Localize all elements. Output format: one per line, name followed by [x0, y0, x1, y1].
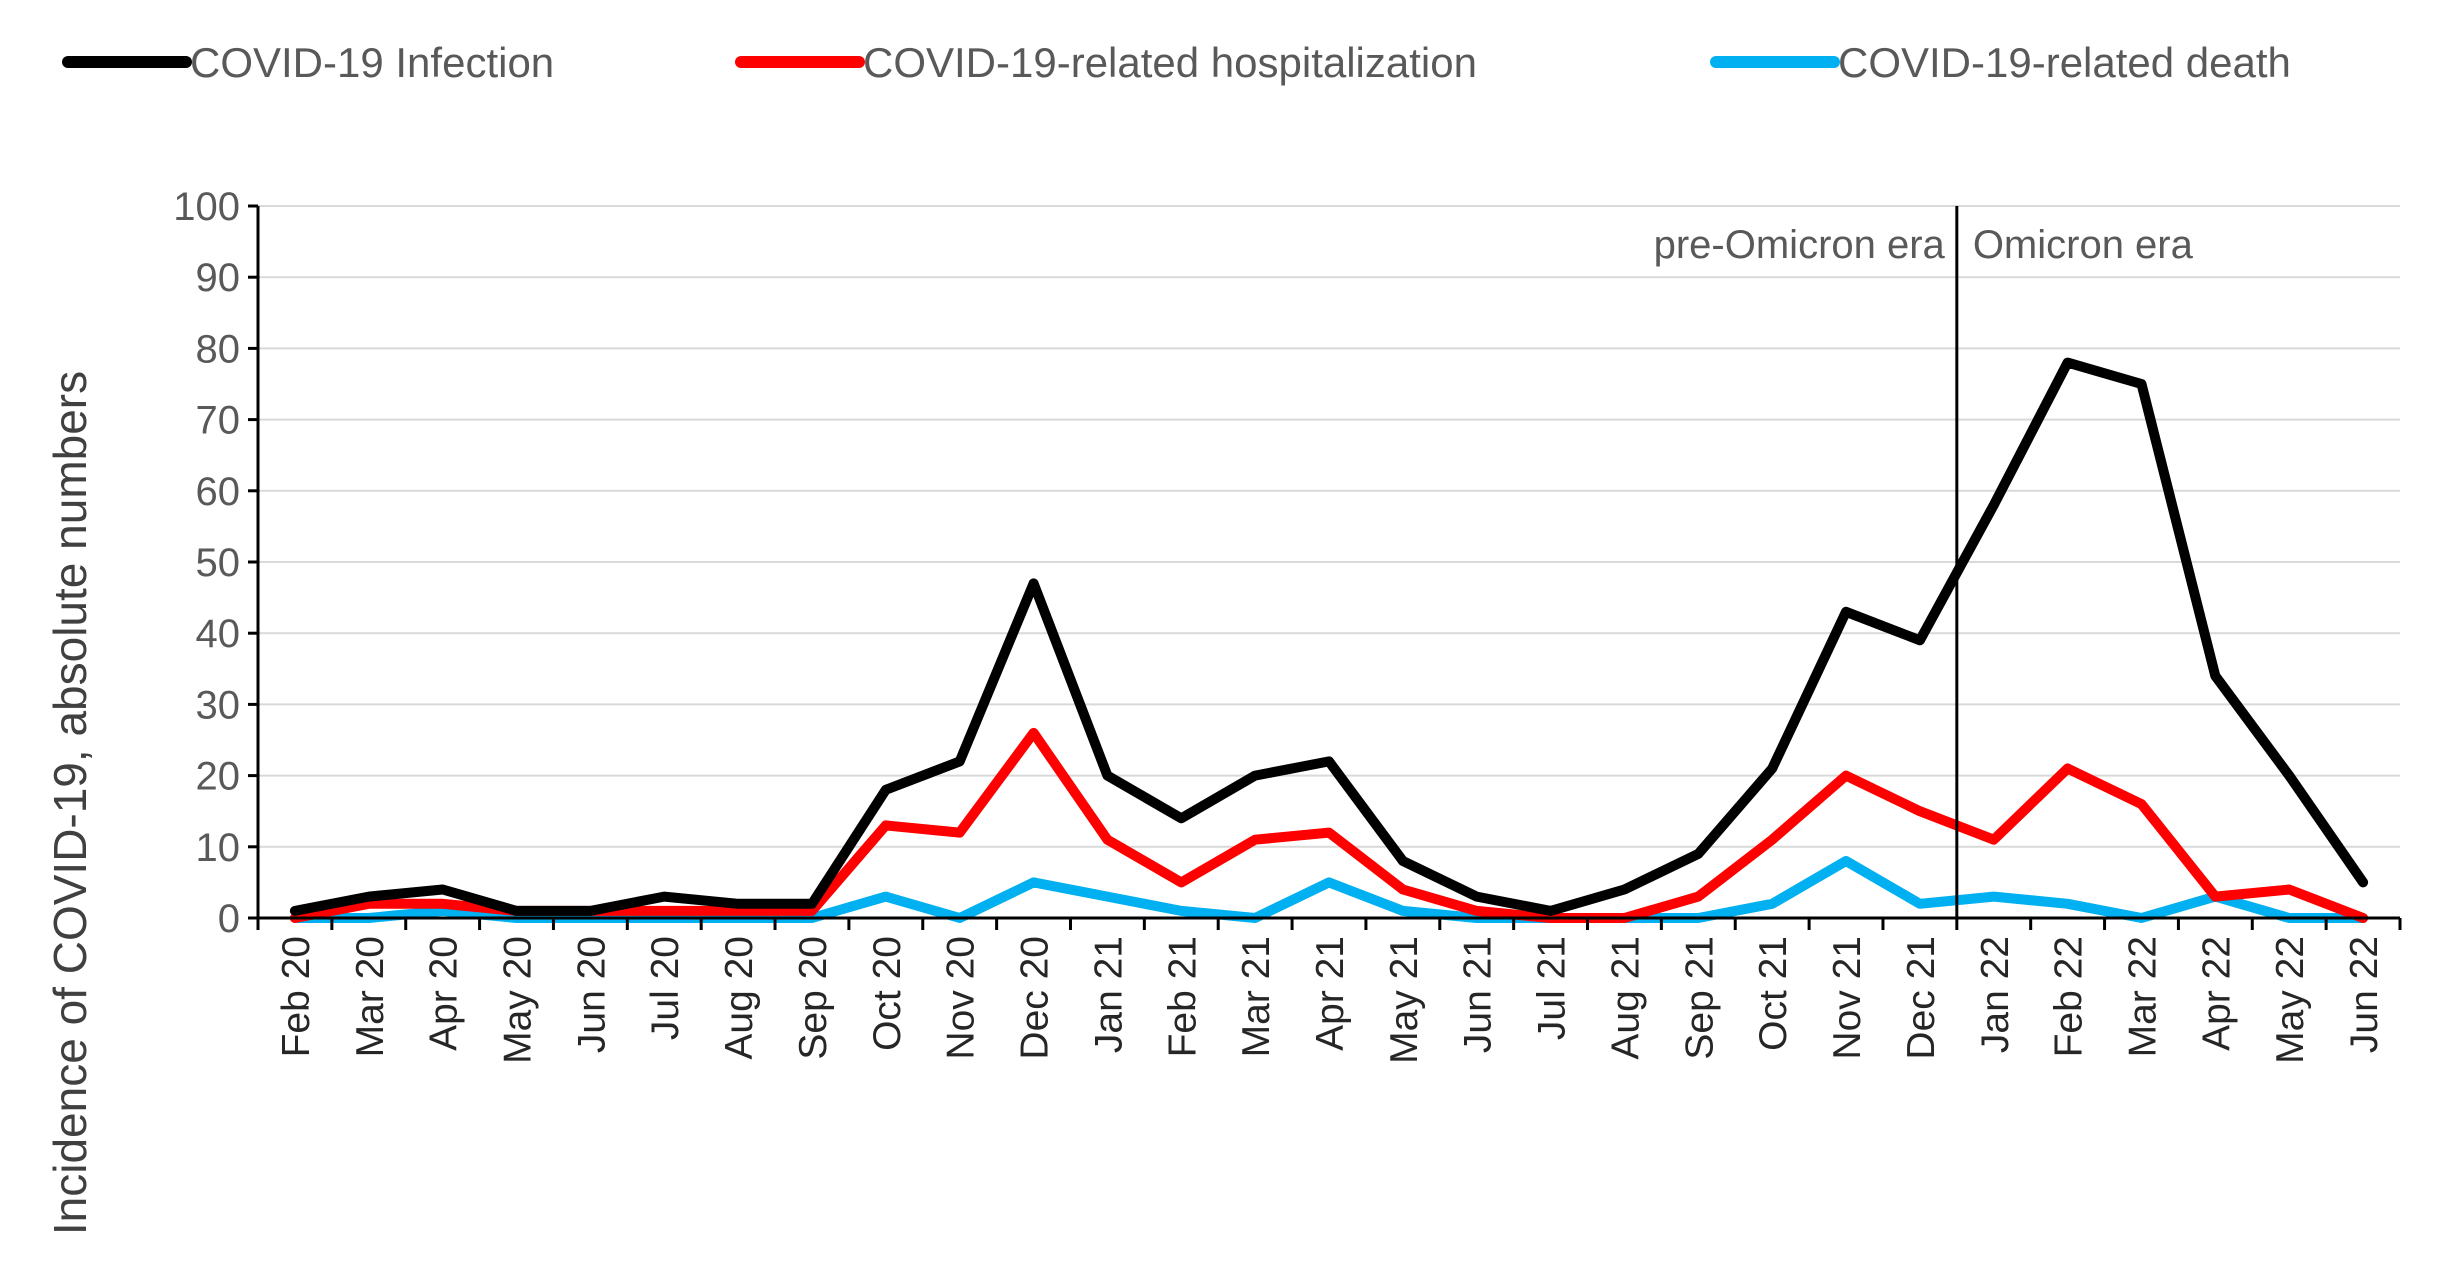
x-tick-label: May 20: [497, 936, 540, 1064]
x-tick-label: Apr 22: [2195, 936, 2238, 1051]
x-tick-label: Mar 22: [2121, 936, 2164, 1057]
x-tick-label: Apr 21: [1309, 936, 1352, 1051]
x-tick-label: Jun 21: [1457, 936, 1500, 1053]
legend-label: COVID-19-related hospitalization: [863, 39, 1477, 86]
x-tick-label: Jan 22: [1974, 936, 2017, 1053]
x-tick-label: Sep 20: [792, 936, 835, 1060]
era-annotations: pre-Omicron era Omicron era: [1654, 206, 2194, 918]
x-tick-label: Nov 21: [1826, 936, 1869, 1060]
x-tick-label: Sep 21: [1678, 936, 1721, 1060]
series-line-0: [289, 357, 2369, 916]
y-tick-label: 70: [196, 399, 241, 443]
x-tick-label: Feb 21: [1161, 936, 1204, 1057]
x-tick-label: May 22: [2269, 936, 2312, 1064]
y-tick-label: 60: [196, 470, 241, 514]
x-tick-label: May 21: [1383, 936, 1426, 1064]
y-tick-label: 20: [196, 755, 241, 799]
x-tick-label: Jun 22: [2343, 936, 2386, 1053]
x-tick-label: Jul 20: [644, 936, 687, 1040]
x-tick-label: Jan 21: [1087, 936, 1130, 1053]
x-tick-label: Apr 20: [423, 936, 466, 1051]
x-tick-label: Jul 21: [1531, 936, 1574, 1040]
pre-omicron-label: pre-Omicron era: [1654, 223, 1946, 267]
y-tick-label: 50: [196, 541, 241, 585]
y-axis-title: Incidence of COVID-19, absolute numbers: [44, 371, 96, 1235]
omicron-label: Omicron era: [1973, 223, 2194, 267]
x-tick-label: Feb 22: [2048, 936, 2091, 1057]
x-tick-label: Oct 21: [1752, 936, 1795, 1051]
y-tick-label: 0: [218, 897, 240, 941]
x-tick-label: Jun 20: [570, 936, 613, 1053]
x-tick-label: Nov 20: [940, 936, 983, 1060]
legend: COVID-19 Infection COVID-19-related hospi…: [62, 39, 2291, 86]
x-tick-label: Dec 21: [1900, 936, 1943, 1060]
axes: [248, 204, 2402, 930]
y-tick-label: 30: [196, 683, 241, 727]
legend-label: COVID-19-related death: [1838, 39, 2291, 86]
x-tick-label: Mar 20: [349, 936, 392, 1057]
gridlines: [258, 205, 2400, 848]
x-tick-label: Dec 20: [1014, 936, 1057, 1060]
y-tick-label: 90: [196, 256, 241, 300]
x-tick-label: Feb 20: [275, 936, 318, 1057]
x-tick-label: Oct 20: [866, 936, 909, 1051]
series-lines: [289, 357, 2369, 923]
y-axis-ticks: 0 10 20 30 40 50 60 70 80 90 100: [173, 185, 240, 941]
x-tick-label: Mar 21: [1235, 936, 1278, 1057]
x-tick-label: Aug 21: [1604, 936, 1647, 1060]
series-line-1: [289, 727, 2369, 923]
x-tick-label: Aug 20: [718, 936, 761, 1060]
legend-label: COVID-19 Infection: [190, 39, 554, 86]
y-tick-label: 100: [173, 185, 240, 229]
y-tick-label: 80: [196, 327, 241, 371]
x-axis-ticks: Feb 20 Mar 20 Apr 20 May 20 Jun 20 Jul 20 Aug …: [275, 936, 2386, 1064]
y-tick-label: 10: [196, 826, 241, 870]
y-tick-label: 40: [196, 612, 241, 656]
